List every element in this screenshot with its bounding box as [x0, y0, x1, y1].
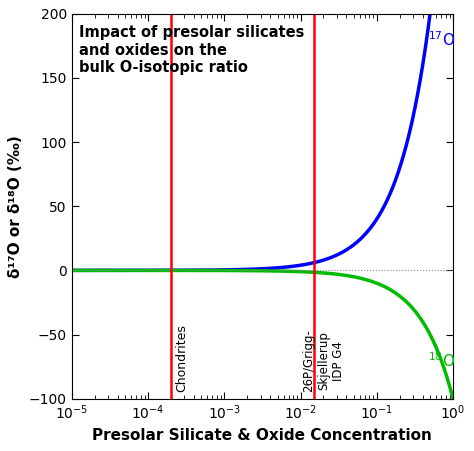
Text: $^{18}$O: $^{18}$O — [428, 351, 456, 369]
Text: Chondrites: Chondrites — [175, 324, 189, 392]
Text: 26P/Grigg-
Skjellerup
IDP G4: 26P/Grigg- Skjellerup IDP G4 — [302, 329, 346, 392]
Text: Impact of presolar silicates
and oxides on the
bulk O-isotopic ratio: Impact of presolar silicates and oxides … — [79, 25, 305, 75]
Text: $^{17}$O: $^{17}$O — [428, 30, 456, 49]
X-axis label: Presolar Silicate & Oxide Concentration: Presolar Silicate & Oxide Concentration — [92, 428, 432, 443]
Y-axis label: δ¹⁷O or δ¹⁸O (‰): δ¹⁷O or δ¹⁸O (‰) — [9, 135, 23, 278]
